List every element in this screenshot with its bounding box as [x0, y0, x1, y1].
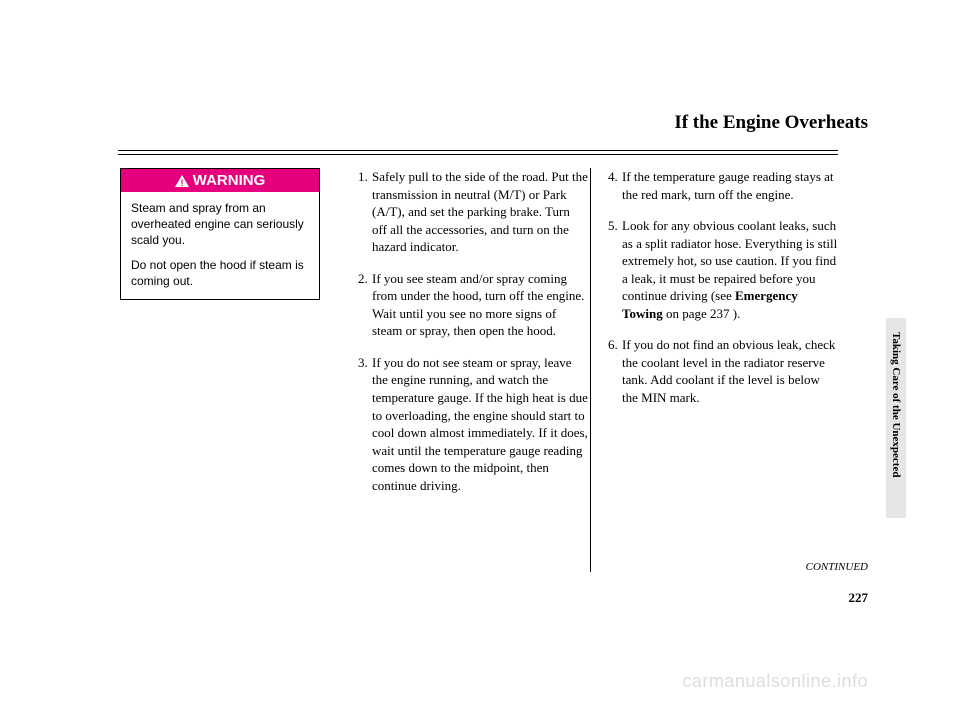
step-6: 6. If you do not find an obvious leak, c…	[608, 336, 838, 406]
page-number: 227	[849, 590, 869, 606]
step-num: 5.	[608, 217, 622, 322]
step-num: 6.	[608, 336, 622, 406]
rule-top-2	[118, 154, 838, 155]
manual-page: If the Engine Overheats ! WARNING Steam …	[0, 0, 960, 714]
sidebar-section-label: Taking Care of the Unexpected	[890, 332, 902, 477]
warning-text-2: Do not open the hood if steam is coming …	[131, 257, 309, 289]
step-5: 5. Look for any obvious coolant leaks, s…	[608, 217, 838, 322]
warning-label: WARNING	[193, 172, 266, 189]
step-num: 4.	[608, 168, 622, 203]
watermark: carmanualsonline.info	[682, 671, 868, 692]
continued-label: CONTINUED	[806, 561, 868, 573]
step-4: 4. If the temperature gauge reading stay…	[608, 168, 838, 203]
warning-text-1: Steam and spray from an overheated engin…	[131, 200, 309, 249]
warning-box: ! WARNING Steam and spray from an overhe…	[120, 168, 320, 300]
step-text: Look for any obvious coolant leaks, such…	[622, 217, 838, 322]
step-2: 2. If you see steam and/or spray coming …	[358, 270, 588, 340]
column-right: 4. If the temperature gauge reading stay…	[608, 168, 838, 421]
warning-body: Steam and spray from an overheated engin…	[121, 192, 319, 299]
step5-post: on page 237 ).	[663, 306, 741, 321]
page-title: If the Engine Overheats	[674, 112, 868, 134]
rule-top-1	[118, 150, 838, 151]
step-text: If you see steam and/or spray coming fro…	[372, 270, 588, 340]
step-text: Safely pull to the side of the road. Put…	[372, 168, 588, 256]
column-middle: 1. Safely pull to the side of the road. …	[358, 168, 588, 508]
step5-pre: Look for any obvious coolant leaks, such…	[622, 218, 837, 303]
step-3: 3. If you do not see steam or spray, lea…	[358, 354, 588, 494]
svg-text:!: !	[180, 178, 183, 187]
step-num: 1.	[358, 168, 372, 256]
column-divider	[590, 168, 591, 572]
warning-header: ! WARNING	[121, 169, 319, 192]
step-text: If you do not find an obvious leak, chec…	[622, 336, 838, 406]
step-num: 3.	[358, 354, 372, 494]
step-text: If the temperature gauge reading stays a…	[622, 168, 838, 203]
step-text: If you do not see steam or spray, leave …	[372, 354, 588, 494]
warning-triangle-icon: !	[175, 175, 189, 187]
step-1: 1. Safely pull to the side of the road. …	[358, 168, 588, 256]
step-num: 2.	[358, 270, 372, 340]
